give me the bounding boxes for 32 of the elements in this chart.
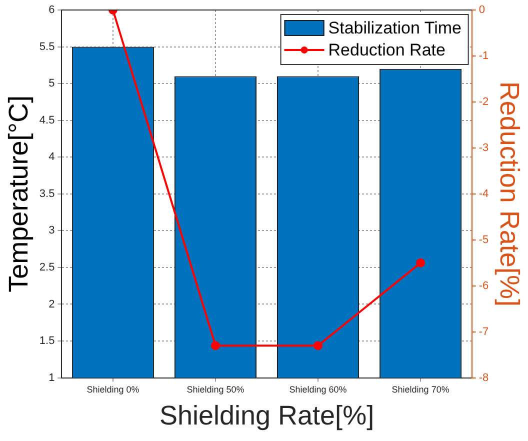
y-tick-label: 6 bbox=[48, 4, 55, 16]
legend-label: Stabilization Time bbox=[328, 18, 462, 38]
y-tick-label: 4.5 bbox=[39, 114, 55, 126]
point bbox=[416, 258, 426, 268]
y2-tick-label: -7 bbox=[478, 326, 489, 338]
y-tick-label: 3 bbox=[48, 224, 55, 237]
x-tick-label: Shielding 50% bbox=[186, 384, 244, 395]
y-axis-title: Temperature[°C] bbox=[4, 95, 34, 292]
x-axis-title: Shielding Rate[%] bbox=[159, 400, 374, 430]
y2-tick-label: 0 bbox=[478, 4, 485, 16]
y2-tick-label: -1 bbox=[478, 50, 489, 62]
y2-tick-label: -6 bbox=[478, 280, 489, 292]
y-tick-label: 4 bbox=[48, 151, 55, 164]
y-tick-label: 1.5 bbox=[39, 335, 55, 348]
x-tick-label: Shielding 60% bbox=[289, 384, 347, 395]
y2-tick-label: -5 bbox=[478, 234, 489, 246]
y-tick-label: 2.5 bbox=[39, 261, 55, 274]
point bbox=[210, 341, 220, 350]
x-tick-label: Shielding 0% bbox=[86, 384, 140, 395]
y2-tick-label: -2 bbox=[478, 96, 489, 108]
y2-tick-label: -4 bbox=[478, 188, 489, 200]
y-tick-label: 1 bbox=[48, 372, 55, 384]
y2-axis-title: Reduction Rate[%] bbox=[494, 81, 524, 306]
y-tick-label: 3.5 bbox=[39, 188, 55, 200]
y-tick-label: 2 bbox=[48, 298, 55, 310]
y-tick-label: 5.5 bbox=[39, 40, 55, 53]
legend-label: Reduction Rate bbox=[328, 40, 446, 60]
y2-tick-label: -3 bbox=[478, 142, 489, 154]
y2-tick-label: -8 bbox=[478, 372, 489, 384]
y-tick-label: 5 bbox=[48, 78, 55, 90]
x-tick-label: Shielding 70% bbox=[392, 384, 450, 395]
point bbox=[314, 341, 323, 350]
